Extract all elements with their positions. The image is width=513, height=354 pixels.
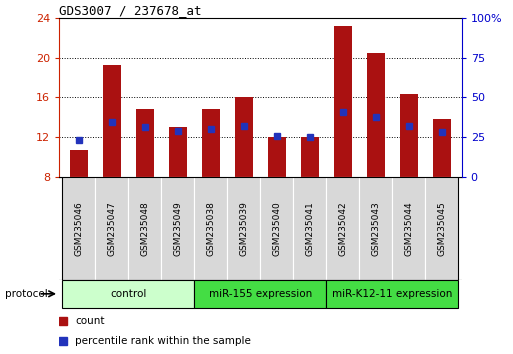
Bar [301,137,319,177]
Text: GSM235047: GSM235047 [107,201,116,256]
Text: GSM235045: GSM235045 [438,201,446,256]
Bar [400,95,418,177]
Text: GSM235046: GSM235046 [74,201,83,256]
Bar [70,150,88,177]
Text: GDS3007 / 237678_at: GDS3007 / 237678_at [59,4,202,17]
Bar [227,177,261,280]
Text: count: count [75,316,105,326]
Bar [433,119,451,177]
Bar [326,177,360,280]
Bar [202,109,220,177]
Bar [62,280,194,308]
Text: GSM235039: GSM235039 [240,201,248,256]
Text: GSM235042: GSM235042 [339,201,347,256]
Bar [235,97,253,177]
Bar [367,52,385,177]
Text: miR-K12-11 expression: miR-K12-11 expression [332,289,452,299]
Bar [128,177,161,280]
Text: GSM235038: GSM235038 [206,201,215,256]
Text: control: control [110,289,147,299]
Bar [95,177,128,280]
Text: protocol: protocol [5,289,48,299]
Bar [194,177,227,280]
Bar [194,280,326,308]
Bar [169,127,187,177]
Bar [334,25,352,177]
Bar [103,65,121,177]
Bar [62,177,95,280]
Text: percentile rank within the sample: percentile rank within the sample [75,336,251,346]
Bar [360,177,392,280]
Text: GSM235041: GSM235041 [305,201,314,256]
Bar [293,177,326,280]
Text: GSM235043: GSM235043 [371,201,380,256]
Bar [161,177,194,280]
Bar [425,177,459,280]
Text: GSM235048: GSM235048 [141,201,149,256]
Text: miR-155 expression: miR-155 expression [209,289,312,299]
Bar [392,177,425,280]
Bar [326,280,459,308]
Bar [268,137,286,177]
Text: GSM235040: GSM235040 [272,201,281,256]
Bar [261,177,293,280]
Bar [136,109,154,177]
Text: GSM235044: GSM235044 [404,201,413,256]
Text: GSM235049: GSM235049 [173,201,182,256]
